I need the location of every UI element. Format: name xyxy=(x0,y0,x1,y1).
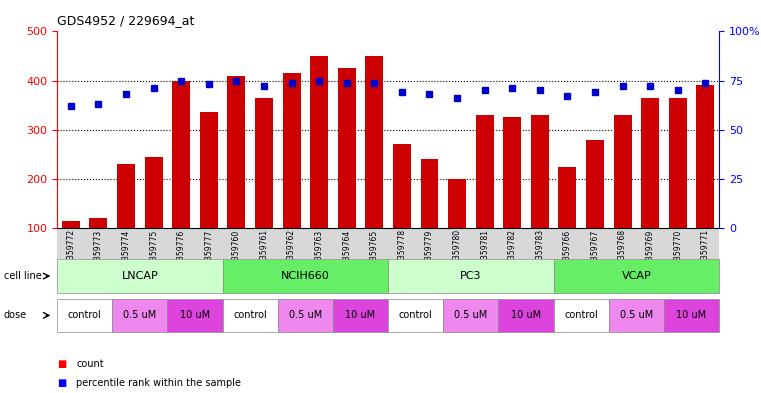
Bar xyxy=(421,159,438,277)
Text: PC3: PC3 xyxy=(460,271,482,281)
Bar xyxy=(117,164,135,277)
Bar xyxy=(613,115,632,277)
Bar xyxy=(365,56,384,277)
Text: GDS4952 / 229694_at: GDS4952 / 229694_at xyxy=(57,15,195,28)
Bar xyxy=(310,56,328,277)
Text: LNCAP: LNCAP xyxy=(122,271,158,281)
Text: 10 uM: 10 uM xyxy=(511,310,541,320)
Text: percentile rank within the sample: percentile rank within the sample xyxy=(76,378,241,388)
Bar xyxy=(338,68,355,277)
Bar xyxy=(696,86,715,277)
Text: VCAP: VCAP xyxy=(622,271,651,281)
Text: control: control xyxy=(234,310,267,320)
Text: 0.5 uM: 0.5 uM xyxy=(123,310,157,320)
Text: 10 uM: 10 uM xyxy=(345,310,376,320)
Text: control: control xyxy=(68,310,101,320)
Bar xyxy=(503,118,521,277)
Bar xyxy=(255,98,273,277)
Text: 10 uM: 10 uM xyxy=(180,310,210,320)
Bar xyxy=(531,115,549,277)
Bar xyxy=(200,112,218,277)
Bar xyxy=(448,179,466,277)
Bar xyxy=(145,157,163,277)
Bar xyxy=(62,220,80,277)
Text: count: count xyxy=(76,358,103,369)
Text: ■: ■ xyxy=(57,378,66,388)
Text: cell line: cell line xyxy=(4,271,42,281)
Bar xyxy=(282,73,301,277)
Bar xyxy=(228,75,245,277)
Bar xyxy=(90,218,107,277)
Bar xyxy=(586,140,604,277)
Text: control: control xyxy=(399,310,432,320)
Bar xyxy=(476,115,494,277)
Text: dose: dose xyxy=(4,310,27,320)
Text: 0.5 uM: 0.5 uM xyxy=(288,310,322,320)
Bar xyxy=(669,98,686,277)
Text: control: control xyxy=(565,310,598,320)
Bar xyxy=(393,144,411,277)
Text: 0.5 uM: 0.5 uM xyxy=(454,310,488,320)
Bar xyxy=(172,81,190,277)
Text: 10 uM: 10 uM xyxy=(677,310,707,320)
Text: 0.5 uM: 0.5 uM xyxy=(619,310,653,320)
Text: NCIH660: NCIH660 xyxy=(281,271,330,281)
Bar xyxy=(642,98,659,277)
Bar xyxy=(559,167,576,277)
Text: ■: ■ xyxy=(57,358,66,369)
